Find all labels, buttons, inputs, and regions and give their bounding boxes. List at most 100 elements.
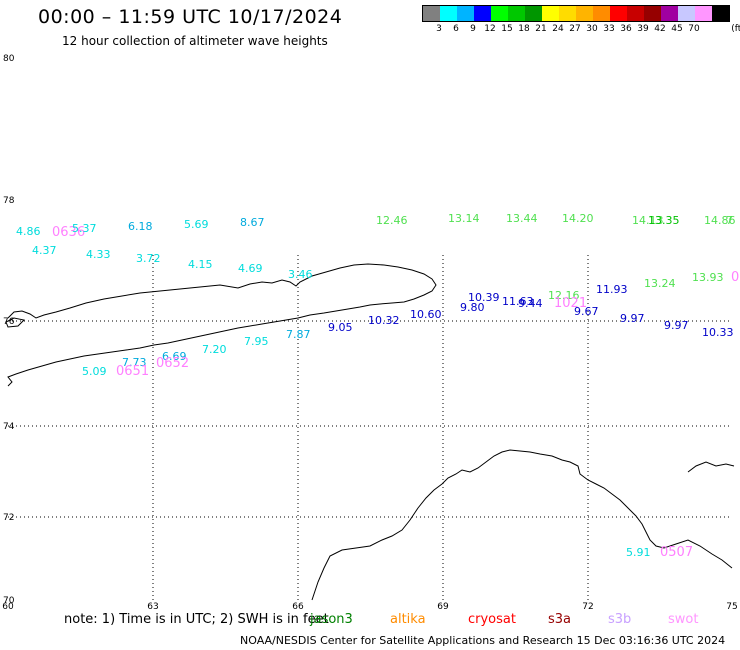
latitude-label: 74 bbox=[3, 422, 15, 432]
legend-swatch bbox=[610, 6, 627, 21]
legend-swatch bbox=[695, 6, 712, 21]
latitude-label: 80 bbox=[3, 54, 15, 64]
legend-swatch bbox=[559, 6, 576, 21]
latitude-label: 70 bbox=[3, 596, 15, 606]
legend-swatch bbox=[712, 6, 729, 21]
legend-swatch bbox=[576, 6, 593, 21]
legend-tick-label: 42 bbox=[654, 24, 666, 34]
north-coast bbox=[7, 263, 437, 387]
coastline bbox=[5, 263, 735, 601]
wave-height-label: 8.67 bbox=[240, 216, 265, 229]
legend-tick-label: 3 bbox=[436, 24, 442, 34]
wave-height-label: 7.20 bbox=[202, 343, 227, 356]
wave-height-label: 11.93 bbox=[596, 283, 628, 296]
wave-height-label: 5.09 bbox=[82, 365, 107, 378]
legend-tick-label: 45 bbox=[671, 24, 683, 34]
legend-tick-label: 70 bbox=[688, 24, 700, 34]
wave-height-label: 0652 bbox=[156, 356, 189, 371]
wave-height-label: 7.87 bbox=[286, 328, 311, 341]
legend-swatch bbox=[491, 6, 508, 21]
latitude-label: 72 bbox=[3, 513, 14, 523]
wave-height-label: 4.33 bbox=[86, 248, 111, 261]
legend-tick-label: 30 bbox=[586, 24, 598, 34]
wave-height-label: 6.18 bbox=[128, 220, 153, 233]
wave-height-label: 12.16 bbox=[548, 289, 580, 302]
legend-swatch bbox=[593, 6, 610, 21]
wave-height-label: 9.05 bbox=[328, 321, 353, 334]
satellite-name: s3a bbox=[548, 612, 572, 627]
satellite-name: jason3 bbox=[310, 612, 353, 627]
wave-height-label: 13.24 bbox=[644, 277, 676, 290]
legend-tick-label: 6 bbox=[453, 24, 459, 34]
satellite-name: swot bbox=[668, 612, 699, 627]
legend-swatch bbox=[542, 6, 559, 21]
wave-height-label: 7.95 bbox=[244, 335, 269, 348]
longitude-label: 75 bbox=[726, 602, 737, 612]
legend-swatch bbox=[525, 6, 542, 21]
wave-height-label: 9.44 bbox=[518, 297, 543, 310]
legend-swatch bbox=[440, 6, 457, 21]
longitude-label: 72 bbox=[582, 602, 593, 612]
legend-swatch bbox=[474, 6, 491, 21]
wave-height-label: 9.97 bbox=[620, 312, 645, 325]
legend-swatch bbox=[423, 6, 440, 21]
wave-height-label: 13.35 bbox=[648, 214, 680, 227]
wave-height-label: 9.80 bbox=[460, 301, 485, 314]
legend-tick-label: 36 bbox=[620, 24, 632, 34]
west-islet bbox=[5, 317, 26, 328]
wave-height-label: 4.69 bbox=[238, 262, 263, 275]
legend-tick-label: 15 bbox=[501, 24, 513, 34]
wave-height-label: 13.14 bbox=[448, 212, 480, 225]
wave-height-label: 0651 bbox=[116, 364, 149, 379]
wave-height-label: 6.69 bbox=[162, 350, 187, 363]
legend-swatch bbox=[457, 6, 474, 21]
wave-height-label: 0507 bbox=[660, 545, 693, 560]
legend-swatch bbox=[508, 6, 525, 21]
legend-tick-label: 9 bbox=[470, 24, 476, 34]
longitude-label: 66 bbox=[292, 602, 304, 612]
legend-tick-label: 18 bbox=[518, 24, 530, 34]
wave-height-label: 4.37 bbox=[32, 244, 57, 257]
wave-height-label: 0636 bbox=[52, 225, 85, 240]
legend-tick-label: 33 bbox=[603, 24, 615, 34]
legend-tick-label: 24 bbox=[552, 24, 564, 34]
map-title: 00:00 – 11:59 UTC 10/17/2024 bbox=[38, 6, 343, 28]
wave-height-label: 7.73 bbox=[122, 356, 147, 369]
wave-height-label: 14.13 bbox=[632, 214, 664, 227]
latitude-label: 78 bbox=[3, 196, 15, 206]
map-subtitle: 12 hour collection of altimeter wave hei… bbox=[62, 34, 328, 48]
legend-swatch bbox=[678, 6, 695, 21]
wave-height-label: 5.37 bbox=[72, 222, 97, 235]
longitude-label: 60 bbox=[2, 602, 14, 612]
credit-line: NOAA/NESDIS Center for Satellite Applica… bbox=[240, 634, 726, 647]
satellite-name: cryosat bbox=[468, 612, 516, 627]
wave-height-label: 5.91 bbox=[626, 546, 651, 559]
legend-tick-label: 27 bbox=[569, 24, 581, 34]
wave-height-label: 5.69 bbox=[184, 218, 209, 231]
wave-height-label: 1021 bbox=[554, 296, 587, 311]
wave-height-label: 9.67 bbox=[574, 305, 599, 318]
wave-height-label: 10.39 bbox=[468, 291, 500, 304]
legend-swatch bbox=[661, 6, 678, 21]
east-coast bbox=[687, 461, 735, 473]
wave-height-label: 11.63 bbox=[502, 295, 534, 308]
wave-height-label: 3.72 bbox=[136, 252, 161, 265]
wave-height-label: 4.86 bbox=[16, 225, 41, 238]
south-coast bbox=[311, 449, 733, 601]
legend-unit: (ft) bbox=[731, 24, 740, 34]
latitude-label: 76 bbox=[3, 317, 15, 327]
wave-height-label: 14.86 bbox=[704, 214, 736, 227]
longitude-label: 63 bbox=[147, 602, 158, 612]
wave-height-label: 7 bbox=[726, 214, 733, 227]
legend-tick-label: 39 bbox=[637, 24, 649, 34]
footnote: note: 1) Time is in UTC; 2) SWH is in fe… bbox=[64, 612, 329, 627]
wave-height-label: 10.60 bbox=[410, 308, 442, 321]
legend-tick-label: 21 bbox=[535, 24, 547, 34]
longitude-label: 69 bbox=[437, 602, 449, 612]
wave-height-label: 4.15 bbox=[188, 258, 213, 271]
